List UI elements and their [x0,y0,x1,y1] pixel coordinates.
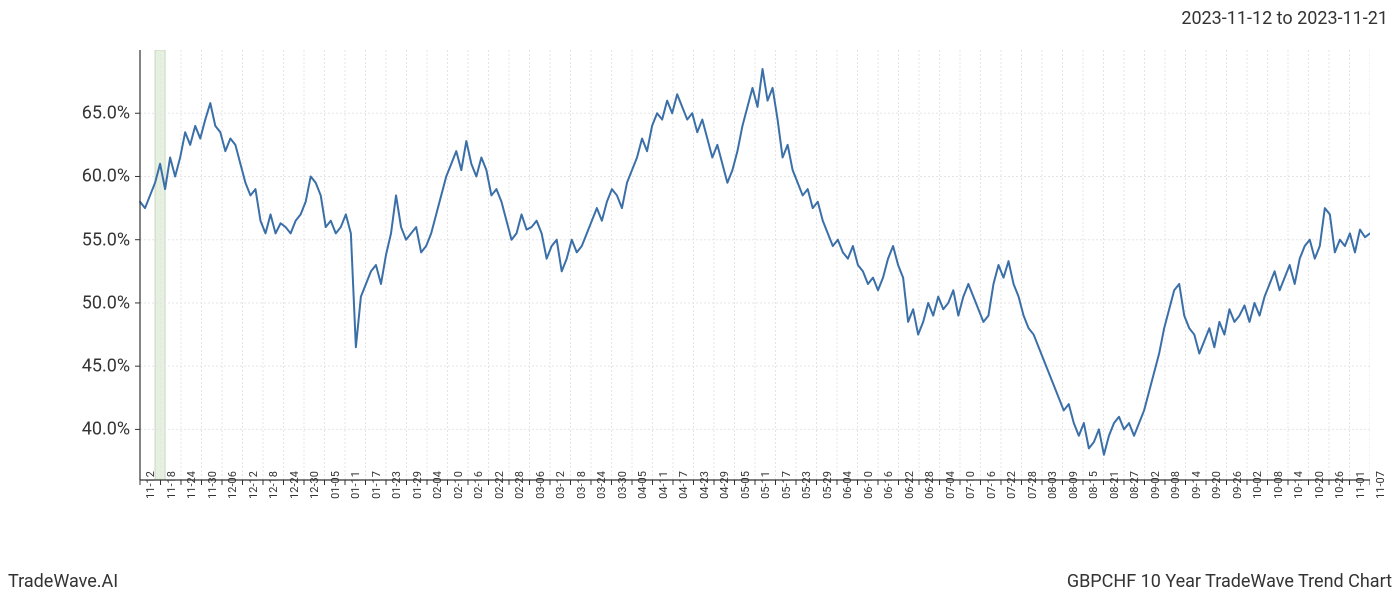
x-tick-label: 11-07 [1374,471,1387,499]
x-tick-label: 04-11 [657,471,670,499]
x-tick-label: 06-10 [862,471,875,499]
x-tick-label: 04-05 [636,471,649,499]
y-tick-label: 55.0% [10,229,130,250]
y-tick-label: 45.0% [10,356,130,377]
x-tick-label: 03-30 [616,471,629,499]
x-tick-label: 01-05 [329,471,342,499]
x-tick-label: 06-28 [923,471,936,499]
x-tick-label: 07-10 [964,471,977,499]
x-tick-label: 11-12 [144,471,157,499]
x-tick-label: 01-23 [390,471,403,499]
x-tick-label: 03-06 [534,471,547,499]
x-tick-label: 05-23 [800,471,813,499]
x-tick-label: 09-02 [1149,471,1162,499]
x-tick-label: 12-18 [267,471,280,499]
chart-container: 2023-11-12 to 2023-11-21 TradeWave.AI GB… [0,0,1400,600]
x-tick-label: 11-18 [165,471,178,499]
x-tick-label: 11-01 [1354,471,1367,499]
footer-brand: TradeWave.AI [8,571,118,592]
x-tick-label: 02-16 [472,471,485,499]
x-tick-label: 10-26 [1333,471,1346,499]
x-tick-label: 09-20 [1210,471,1223,499]
x-tick-label: 04-17 [677,471,690,499]
x-tick-label: 05-11 [759,471,772,499]
x-tick-label: 10-08 [1272,471,1285,499]
x-tick-label: 01-29 [411,471,424,499]
chart-svg [134,50,1370,486]
x-tick-label: 07-04 [944,471,957,499]
x-tick-label: 10-14 [1292,471,1305,499]
x-tick-label: 12-12 [247,471,260,499]
y-tick-label: 50.0% [10,292,130,313]
x-tick-label: 04-23 [698,471,711,499]
x-tick-label: 04-29 [718,471,731,499]
x-tick-label: 02-10 [452,471,465,499]
x-tick-label: 12-24 [288,471,301,499]
x-tick-label: 09-26 [1231,471,1244,499]
x-tick-label: 03-18 [575,471,588,499]
x-tick-label: 08-21 [1108,471,1121,499]
plot-area [140,50,1370,480]
x-tick-label: 03-12 [554,471,567,499]
x-tick-label: 09-14 [1190,471,1203,499]
x-tick-label: 01-17 [370,471,383,499]
y-tick-label: 60.0% [10,166,130,187]
x-tick-label: 02-22 [493,471,506,499]
y-tick-label: 40.0% [10,419,130,440]
x-tick-label: 05-29 [821,471,834,499]
x-tick-label: 06-22 [903,471,916,499]
x-tick-label: 10-20 [1313,471,1326,499]
x-tick-label: 02-04 [431,471,444,499]
x-tick-label: 08-27 [1128,471,1141,499]
y-tick-label: 65.0% [10,103,130,124]
x-tick-label: 08-03 [1046,471,1059,499]
x-tick-label: 06-04 [841,471,854,499]
x-tick-label: 10-02 [1251,471,1264,499]
date-range-label: 2023-11-12 to 2023-11-21 [1181,8,1388,29]
x-tick-label: 05-05 [739,471,752,499]
x-tick-label: 12-30 [308,471,321,499]
x-tick-label: 11-24 [185,471,198,499]
chart-title: GBPCHF 10 Year TradeWave Trend Chart [1067,571,1392,592]
x-tick-label: 08-15 [1087,471,1100,499]
x-tick-label: 05-17 [780,471,793,499]
x-tick-label: 07-22 [1005,471,1018,499]
x-tick-label: 06-16 [882,471,895,499]
x-tick-label: 01-11 [349,471,362,499]
x-tick-label: 07-28 [1026,471,1039,499]
x-tick-label: 11-30 [206,471,219,499]
x-tick-label: 07-16 [985,471,998,499]
x-tick-label: 09-08 [1169,471,1182,499]
x-tick-label: 02-28 [513,471,526,499]
x-tick-label: 12-06 [226,471,239,499]
x-tick-label: 03-24 [595,471,608,499]
x-tick-label: 08-09 [1067,471,1080,499]
